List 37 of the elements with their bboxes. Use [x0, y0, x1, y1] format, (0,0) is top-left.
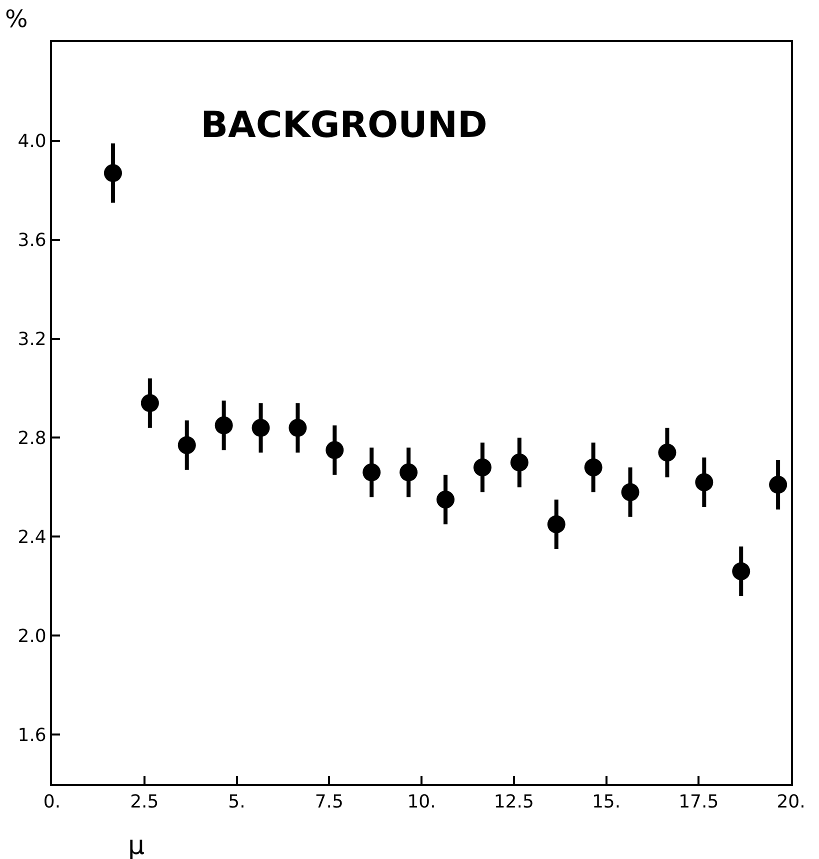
point [252, 418, 270, 437]
y-tick-label: 4.0 [18, 131, 46, 152]
point [695, 473, 714, 492]
y-tick-label: 1.6 [18, 724, 46, 746]
y-tick-label: 2.4 [18, 526, 46, 548]
x-tick-label: 12.5 [494, 792, 534, 813]
point [584, 458, 602, 476]
text: BACKGROUND [200, 105, 488, 146]
point [732, 562, 750, 580]
x-tick-label: 0. [43, 792, 61, 813]
x-tick-label: 17.5 [678, 792, 719, 813]
point [473, 458, 492, 476]
x-tick-label: 20. [776, 792, 806, 813]
point [140, 394, 159, 412]
point [769, 476, 788, 494]
y-axis-title: % [5, 5, 28, 33]
y-tick-label: 3.2 [18, 329, 46, 350]
y-tick-label: 2.8 [18, 428, 46, 450]
y-tick-label: 3.6 [18, 230, 46, 252]
point [436, 490, 455, 509]
point [547, 515, 566, 534]
x-tick-label: 10. [407, 792, 436, 813]
point [510, 453, 528, 472]
point [178, 436, 196, 454]
point [621, 483, 640, 502]
point [104, 164, 122, 182]
y-tick-label: 2.0 [18, 626, 46, 647]
point [400, 463, 418, 482]
point [288, 418, 307, 437]
x-tick-label: 15. [592, 792, 621, 813]
point [658, 444, 676, 462]
x-tick-label: 7.5 [314, 792, 344, 813]
x-tick-label: 2.5 [130, 792, 159, 813]
point [362, 463, 381, 482]
x-tick-label: 5. [228, 792, 246, 813]
point [214, 416, 233, 434]
point [326, 441, 344, 460]
